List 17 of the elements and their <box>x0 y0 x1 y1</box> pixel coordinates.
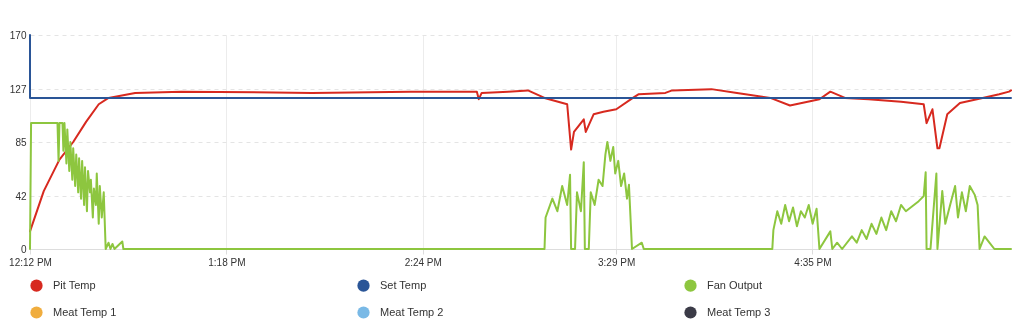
y-tick-label: 0 <box>20 243 27 255</box>
x-tick-label: 1:18 PM <box>208 256 246 268</box>
x-tick-label: 12:12 PM <box>9 256 52 268</box>
x-tick-label: 2:24 PM <box>404 256 442 268</box>
y-tick-label: 127 <box>9 83 27 95</box>
legend-label: Fan Output <box>707 278 763 291</box>
y-tick-label: 85 <box>15 136 27 148</box>
legend-label: Meat Temp 1 <box>53 305 117 318</box>
x-tick-label: 3:29 PM <box>597 256 636 268</box>
legend-label: Meat Temp 3 <box>707 305 771 318</box>
line-series <box>29 88 1012 233</box>
y-tick-label: 170 <box>9 29 27 41</box>
legend-label: Pit Temp <box>53 278 96 291</box>
legend-label: Set Temp <box>380 278 427 291</box>
x-tick-label: 4:35 PM <box>794 256 832 268</box>
y-tick-label: 42 <box>15 190 27 202</box>
legend-label: Meat Temp 2 <box>380 305 444 318</box>
